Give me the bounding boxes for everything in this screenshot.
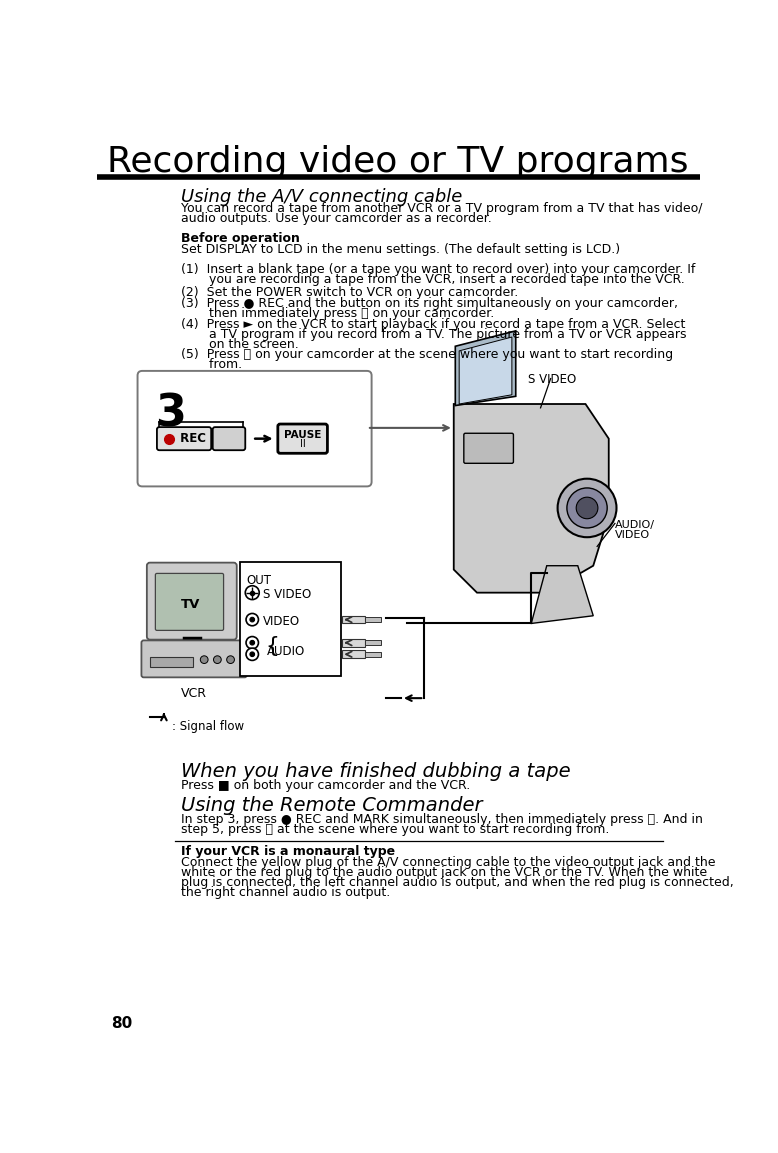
Text: AUDIO: AUDIO xyxy=(267,646,305,658)
Text: }: } xyxy=(261,634,275,654)
Text: 3: 3 xyxy=(155,392,185,436)
Text: (5)  Press ⏸ on your camcorder at the scene where you want to start recording: (5) Press ⏸ on your camcorder at the sce… xyxy=(181,348,673,361)
Text: 80: 80 xyxy=(111,1016,132,1031)
Circle shape xyxy=(250,617,254,621)
Text: You can record a tape from another VCR or a TV program from a TV that has video/: You can record a tape from another VCR o… xyxy=(181,202,703,216)
Circle shape xyxy=(576,497,598,519)
Text: a TV program if you record from a TV. The picture from a TV or VCR appears: a TV program if you record from a TV. Th… xyxy=(181,327,686,341)
Circle shape xyxy=(250,640,254,645)
Text: Set DISPLAY to LCD in the menu settings. (The default setting is LCD.): Set DISPLAY to LCD in the menu settings.… xyxy=(181,243,620,256)
Text: then immediately press ⏸ on your camcorder.: then immediately press ⏸ on your camcord… xyxy=(181,307,494,321)
Bar xyxy=(240,562,341,676)
Circle shape xyxy=(567,488,607,528)
Text: II: II xyxy=(300,439,306,449)
Text: VIDEO: VIDEO xyxy=(615,530,650,541)
Text: (1)  Insert a blank tape (or a tape you want to record over) into your camcorder: (1) Insert a blank tape (or a tape you w… xyxy=(181,263,696,276)
FancyBboxPatch shape xyxy=(278,424,328,453)
Circle shape xyxy=(250,651,254,656)
Text: step 5, press ⏸ at the scene where you want to start recording from.: step 5, press ⏸ at the scene where you w… xyxy=(181,823,609,836)
Text: Press ■ on both your camcorder and the VCR.: Press ■ on both your camcorder and the V… xyxy=(181,779,470,792)
Circle shape xyxy=(200,656,208,663)
Bar xyxy=(366,651,381,656)
Circle shape xyxy=(213,656,221,663)
Text: If your VCR is a monaural type: If your VCR is a monaural type xyxy=(181,845,395,858)
Bar xyxy=(342,650,366,658)
Bar xyxy=(342,639,366,647)
Circle shape xyxy=(226,656,234,663)
Text: Before operation: Before operation xyxy=(181,232,300,246)
Text: VCR: VCR xyxy=(181,687,207,700)
Text: Using the A/V connecting cable: Using the A/V connecting cable xyxy=(181,188,462,206)
FancyBboxPatch shape xyxy=(157,427,211,450)
Polygon shape xyxy=(531,566,594,624)
Text: (3)  Press ● REC and the button on its right simultaneously on your camcorder,: (3) Press ● REC and the button on its ri… xyxy=(181,297,678,310)
Text: from.: from. xyxy=(181,357,242,371)
Text: plug is connected, the left channel audio is output, and when the red plug is co: plug is connected, the left channel audi… xyxy=(181,876,734,889)
Text: REC: REC xyxy=(177,432,206,445)
Polygon shape xyxy=(455,331,516,406)
Text: Recording video or TV programs: Recording video or TV programs xyxy=(107,144,688,179)
Bar xyxy=(342,616,366,624)
Bar xyxy=(366,640,381,645)
Circle shape xyxy=(246,613,258,626)
Text: S VIDEO: S VIDEO xyxy=(263,588,311,601)
Text: VIDEO: VIDEO xyxy=(263,615,300,628)
Text: S VIDEO: S VIDEO xyxy=(528,374,576,386)
Circle shape xyxy=(246,648,258,661)
Text: the right channel audio is output.: the right channel audio is output. xyxy=(181,886,391,899)
Text: Connect the yellow plug of the A/V connecting cable to the video output jack and: Connect the yellow plug of the A/V conne… xyxy=(181,856,716,869)
FancyBboxPatch shape xyxy=(212,427,245,450)
Bar xyxy=(150,656,193,668)
Bar xyxy=(366,617,381,621)
FancyBboxPatch shape xyxy=(142,640,247,677)
Text: : Signal flow: : Signal flow xyxy=(172,721,244,733)
Text: TV: TV xyxy=(180,597,200,611)
Polygon shape xyxy=(459,337,512,404)
Circle shape xyxy=(558,478,616,537)
Polygon shape xyxy=(454,404,608,593)
Text: white or the red plug to the audio output jack on the VCR or the TV. When the wh: white or the red plug to the audio outpu… xyxy=(181,866,707,879)
FancyBboxPatch shape xyxy=(156,573,223,631)
Text: Using the Remote Commander: Using the Remote Commander xyxy=(181,796,482,815)
Text: PAUSE: PAUSE xyxy=(284,430,321,439)
Text: (4)  Press ► on the VCR to start playback if you record a tape from a VCR. Selec: (4) Press ► on the VCR to start playback… xyxy=(181,318,685,331)
Text: In step 3, press ● REC and MARK simultaneously, then immediately press ⏸. And in: In step 3, press ● REC and MARK simultan… xyxy=(181,813,703,826)
Text: AUDIO/: AUDIO/ xyxy=(615,520,655,529)
Text: on the screen.: on the screen. xyxy=(181,338,299,351)
Circle shape xyxy=(245,586,259,600)
Text: When you have finished dubbing a tape: When you have finished dubbing a tape xyxy=(181,762,570,781)
FancyBboxPatch shape xyxy=(147,563,237,640)
FancyBboxPatch shape xyxy=(464,434,513,464)
Text: audio outputs. Use your camcorder as a recorder.: audio outputs. Use your camcorder as a r… xyxy=(181,212,492,225)
FancyBboxPatch shape xyxy=(138,371,372,487)
Text: (2)  Set the POWER switch to VCR on your camcorder.: (2) Set the POWER switch to VCR on your … xyxy=(181,286,518,299)
Circle shape xyxy=(246,636,258,649)
Text: you are recording a tape from the VCR, insert a recorded tape into the VCR.: you are recording a tape from the VCR, i… xyxy=(181,273,685,286)
Text: OUT: OUT xyxy=(246,574,271,587)
